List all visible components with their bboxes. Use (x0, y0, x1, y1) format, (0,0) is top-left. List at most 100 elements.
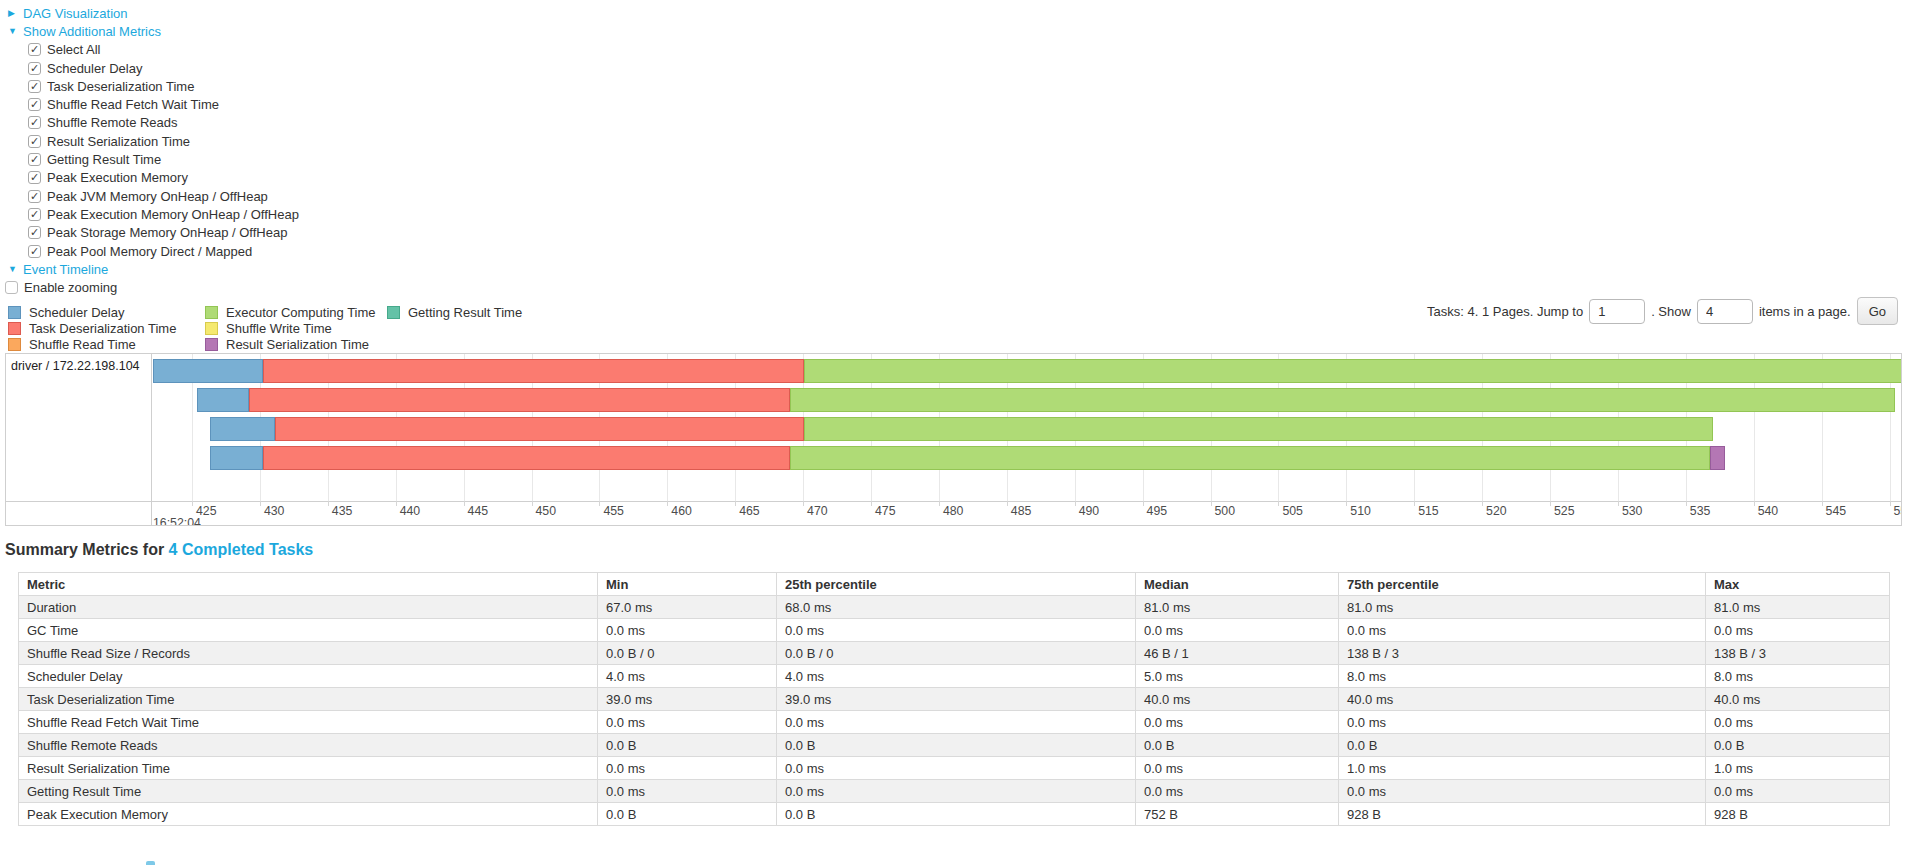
executor-computing-swatch (205, 306, 218, 319)
metric-checkbox[interactable]: ✓ (28, 171, 41, 184)
metric-value-cell: 0.0 ms (1136, 619, 1339, 642)
task-bar-scheduler-delay[interactable] (197, 388, 249, 412)
legend-label: Shuffle Write Time (226, 321, 332, 336)
column-header: 75th percentile (1339, 573, 1706, 596)
clipped-next-section-fragment (146, 861, 155, 865)
task-bar-executor-computing[interactable] (790, 446, 1711, 470)
metric-value-cell: 0.0 ms (1706, 619, 1890, 642)
metric-value-cell: 0.0 ms (1706, 711, 1890, 734)
axis-tick-label: 430 (264, 504, 285, 518)
items-per-page-input[interactable] (1697, 299, 1753, 324)
metric-value-cell: 0.0 B / 0 (598, 642, 777, 665)
go-button[interactable]: Go (1857, 297, 1898, 325)
items-per-page-label: items in a page. (1759, 304, 1851, 319)
table-row: Getting Result Time0.0 ms0.0 ms0.0 ms0.0… (19, 780, 1890, 803)
event-timeline-chart: driver / 172.22.198.104 16:52:04 4254304… (5, 353, 1902, 526)
metric-checkbox[interactable]: ✓ (28, 80, 41, 93)
table-header: MetricMin25th percentileMedian75th perce… (19, 573, 1890, 596)
legend-item: Task Deserialization Time (8, 320, 205, 336)
show-additional-metrics-toggle[interactable]: ▼ Show Additional Metrics (8, 22, 299, 40)
completed-tasks-link[interactable]: 4 Completed Tasks (169, 541, 314, 558)
task-bar-executor-computing[interactable] (804, 359, 1902, 383)
task-bar-scheduler-delay[interactable] (210, 417, 275, 441)
metric-checkbox-row: ✓Peak Execution Memory (8, 169, 299, 187)
metric-value-cell: 40.0 ms (1136, 688, 1339, 711)
axis-tick (328, 501, 329, 506)
metric-checkbox-label: Scheduler Delay (47, 61, 142, 76)
metric-value-cell: 81.0 ms (1706, 596, 1890, 619)
axis-tick-label: 490 (1079, 504, 1100, 518)
axis-tick (1211, 501, 1212, 506)
axis-tick-label: 470 (807, 504, 828, 518)
metric-value-cell: 40.0 ms (1706, 688, 1890, 711)
metric-checkbox[interactable]: ✓ (28, 153, 41, 166)
show-additional-metrics-link[interactable]: Show Additional Metrics (23, 24, 161, 39)
metric-checkbox[interactable]: ✓ (28, 135, 41, 148)
task-bar-executor-computing[interactable] (804, 417, 1713, 441)
metric-value-cell: 0.0 B (1706, 734, 1890, 757)
dag-visualization-link[interactable]: DAG Visualization (23, 6, 128, 21)
task-bar-scheduler-delay[interactable] (210, 446, 263, 470)
axis-tick-label: 500 (1215, 504, 1236, 518)
metric-name-cell: Result Serialization Time (19, 757, 598, 780)
metric-value-cell: 928 B (1706, 803, 1890, 826)
metric-value-cell: 0.0 B (1136, 734, 1339, 757)
event-timeline-toggle[interactable]: ▼ Event Timeline (8, 260, 299, 278)
table-row: Result Serialization Time0.0 ms0.0 ms0.0… (19, 757, 1890, 780)
metric-name-cell: Peak Execution Memory (19, 803, 598, 826)
enable-zooming-checkbox[interactable] (5, 281, 18, 294)
metric-name-cell: Scheduler Delay (19, 665, 598, 688)
axis-tick-label: 480 (943, 504, 964, 518)
task-bar-result-serialization[interactable] (1710, 446, 1725, 470)
metric-value-cell: 0.0 ms (598, 757, 777, 780)
table-row: GC Time0.0 ms0.0 ms0.0 ms0.0 ms0.0 ms (19, 619, 1890, 642)
dag-visualization-toggle[interactable]: ▶ DAG Visualization (8, 4, 299, 22)
axis-tick-label: 460 (671, 504, 692, 518)
metric-checkbox[interactable]: ✓ (28, 208, 41, 221)
metric-checkbox[interactable]: ✓ (28, 62, 41, 75)
task-bar-task-deserialization[interactable] (263, 359, 805, 383)
metric-checkbox-label: Peak Storage Memory OnHeap / OffHeap (47, 225, 287, 240)
metric-checkbox[interactable]: ✓ (28, 245, 41, 258)
task-bar-task-deserialization[interactable] (275, 417, 805, 441)
axis-tick-label: 520 (1486, 504, 1507, 518)
table-row: Shuffle Remote Reads0.0 B0.0 B0.0 B0.0 B… (19, 734, 1890, 757)
axis-tick (1482, 501, 1483, 506)
legend-item: Shuffle Write Time (205, 320, 387, 336)
metric-checkbox[interactable]: ✓ (28, 116, 41, 129)
metric-checkbox[interactable]: ✓ (28, 226, 41, 239)
axis-tick (1143, 501, 1144, 506)
task-deserialization-swatch (8, 322, 21, 335)
metric-checkbox-row: ✓Result Serialization Time (8, 132, 299, 150)
time-axis-line (6, 501, 1901, 502)
table-row: Duration67.0 ms68.0 ms81.0 ms81.0 ms81.0… (19, 596, 1890, 619)
column-header: Min (598, 573, 777, 596)
metric-checkbox-row: ✓Getting Result Time (8, 150, 299, 168)
metric-value-cell: 752 B (1136, 803, 1339, 826)
axis-tick-label: 425 (196, 504, 217, 518)
legend-column: Scheduler DelayTask Deserialization Time… (8, 304, 205, 352)
task-bar-task-deserialization[interactable] (263, 446, 790, 470)
metric-checkbox-row: ✓ Peak JVM Memory OnHeap / OffHeap (8, 187, 299, 205)
metric-checkbox[interactable]: ✓ (28, 190, 41, 203)
event-timeline-link[interactable]: Event Timeline (23, 262, 108, 277)
metric-checkbox[interactable]: ✓ (28, 43, 41, 56)
task-bar-executor-computing[interactable] (790, 388, 1895, 412)
metric-value-cell: 46 B / 1 (1136, 642, 1339, 665)
metric-value-cell: 0.0 B (598, 734, 777, 757)
axis-tick (735, 501, 736, 506)
metric-checkbox-row: ✓Task Deserialization Time (8, 77, 299, 95)
task-bar-task-deserialization[interactable] (249, 388, 789, 412)
axis-tick (871, 501, 872, 506)
axis-tick-label: 540 (1758, 504, 1779, 518)
metric-checkbox[interactable]: ✓ (28, 98, 41, 111)
jump-to-page-input[interactable] (1589, 299, 1645, 324)
task-bar-scheduler-delay[interactable] (153, 359, 263, 383)
metric-checkbox-row: ✓Peak Pool Memory Direct / Mapped (8, 242, 299, 260)
metric-checkbox-label: Peak JVM Memory OnHeap / OffHeap (47, 189, 268, 204)
column-header: Max (1706, 573, 1890, 596)
metric-value-cell: 928 B (1339, 803, 1706, 826)
axis-tick (599, 501, 600, 506)
metric-value-cell: 0.0 ms (1136, 757, 1339, 780)
legend-column: Executor Computing TimeShuffle Write Tim… (205, 304, 387, 352)
